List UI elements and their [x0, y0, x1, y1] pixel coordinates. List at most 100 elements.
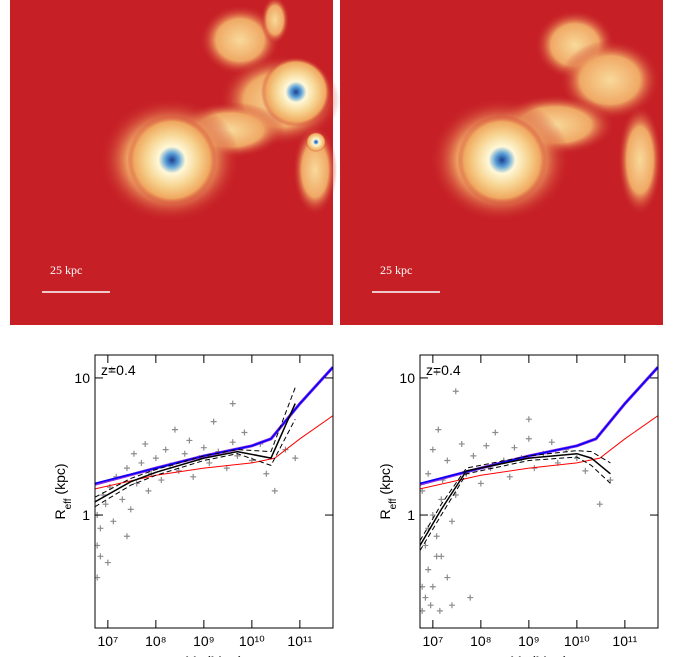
x-tick-label: 10¹¹	[287, 633, 312, 649]
point	[123, 533, 130, 540]
point	[444, 457, 451, 464]
point	[425, 566, 432, 573]
point	[444, 574, 451, 581]
y-axis-title: Reff (kpc)	[52, 463, 74, 519]
plot-area	[420, 366, 658, 614]
point	[152, 455, 159, 462]
y-axis-title-part: (kpc)	[52, 463, 68, 498]
image-right: 25 kpc	[340, 0, 663, 325]
y-axis-title-part: R	[377, 509, 393, 519]
line	[420, 366, 658, 485]
point	[582, 467, 589, 474]
x-axis-title: Ms (Msun)	[185, 653, 243, 657]
point	[425, 470, 432, 477]
point	[492, 429, 499, 436]
point	[263, 470, 270, 477]
line	[420, 415, 658, 490]
point	[511, 444, 518, 451]
x-axis-title-part: (M	[202, 653, 222, 657]
point	[422, 594, 429, 601]
point	[181, 450, 188, 457]
plot-frame	[94, 354, 334, 629]
point	[97, 553, 104, 560]
point	[448, 602, 455, 609]
point	[422, 542, 429, 549]
point	[452, 388, 459, 395]
line	[95, 387, 296, 498]
scale-label: 25 kpc	[380, 263, 412, 277]
point	[525, 416, 532, 423]
point	[110, 518, 117, 525]
y-axis-title: Reff (kpc)	[377, 463, 399, 519]
line	[95, 403, 296, 503]
plot-frame	[419, 354, 659, 629]
x-tick-label: 10⁸	[470, 633, 492, 649]
x-axis-title-part: )	[563, 653, 568, 657]
point	[138, 459, 145, 466]
point	[162, 446, 169, 453]
y-tick-label: 1	[82, 507, 90, 523]
point	[190, 473, 197, 480]
point	[158, 477, 165, 484]
point	[436, 607, 443, 614]
x-axis-title-part: )	[238, 653, 243, 657]
point	[596, 501, 603, 508]
image-left: 25 kpc	[10, 0, 340, 325]
scale-label: 25 kpc	[50, 263, 82, 277]
y-tick-label: 10	[74, 370, 90, 386]
y-axis-title-part: (kpc)	[377, 463, 393, 498]
point	[438, 553, 445, 560]
point	[186, 437, 193, 444]
point	[175, 467, 182, 474]
scale-bar: 25 kpc	[372, 263, 440, 293]
point	[130, 450, 137, 457]
x-tick-label: 10⁹	[193, 633, 215, 649]
point	[429, 446, 436, 453]
point	[200, 444, 207, 451]
point	[548, 439, 555, 446]
point	[292, 455, 299, 462]
point	[104, 559, 111, 566]
point	[145, 487, 152, 494]
line	[95, 418, 296, 508]
point	[102, 501, 109, 508]
point	[467, 594, 474, 601]
point	[142, 440, 149, 447]
y-axis-title-part: eff	[388, 498, 399, 509]
point	[206, 459, 213, 466]
point	[433, 533, 440, 540]
line	[420, 450, 611, 541]
line	[420, 456, 611, 551]
point	[210, 418, 217, 425]
x-axis-title-part: M	[185, 653, 197, 657]
point	[470, 452, 477, 459]
point	[429, 512, 436, 519]
point	[438, 496, 445, 503]
point	[108, 366, 115, 373]
point	[133, 480, 140, 487]
x-tick-label: 10¹¹	[612, 633, 637, 649]
scale-bar: 25 kpc	[42, 263, 110, 293]
point	[241, 429, 248, 436]
point	[607, 477, 614, 484]
annotation: z=0.4	[426, 362, 461, 378]
point	[427, 602, 434, 609]
point	[477, 480, 484, 487]
point	[458, 440, 465, 447]
plot-area	[95, 366, 333, 581]
x-tick-label: 10⁷	[98, 633, 119, 649]
chart: 10⁷ 10⁸ 10⁹ 10¹⁰ 10¹¹ 1 10 z=0.4 Ms (Msun) Reff (…	[52, 354, 334, 657]
point	[123, 465, 130, 472]
point	[448, 518, 455, 525]
y-tick-label: 1	[407, 507, 415, 523]
x-tick-label: 10⁷	[423, 633, 444, 649]
point	[171, 426, 178, 433]
x-tick-label: 10¹⁰	[564, 633, 590, 649]
x-tick-label: 10⁹	[518, 633, 540, 649]
point	[229, 400, 236, 407]
point	[229, 439, 236, 446]
point	[506, 473, 513, 480]
y-tick-label: 10	[399, 370, 415, 386]
point	[483, 442, 490, 449]
